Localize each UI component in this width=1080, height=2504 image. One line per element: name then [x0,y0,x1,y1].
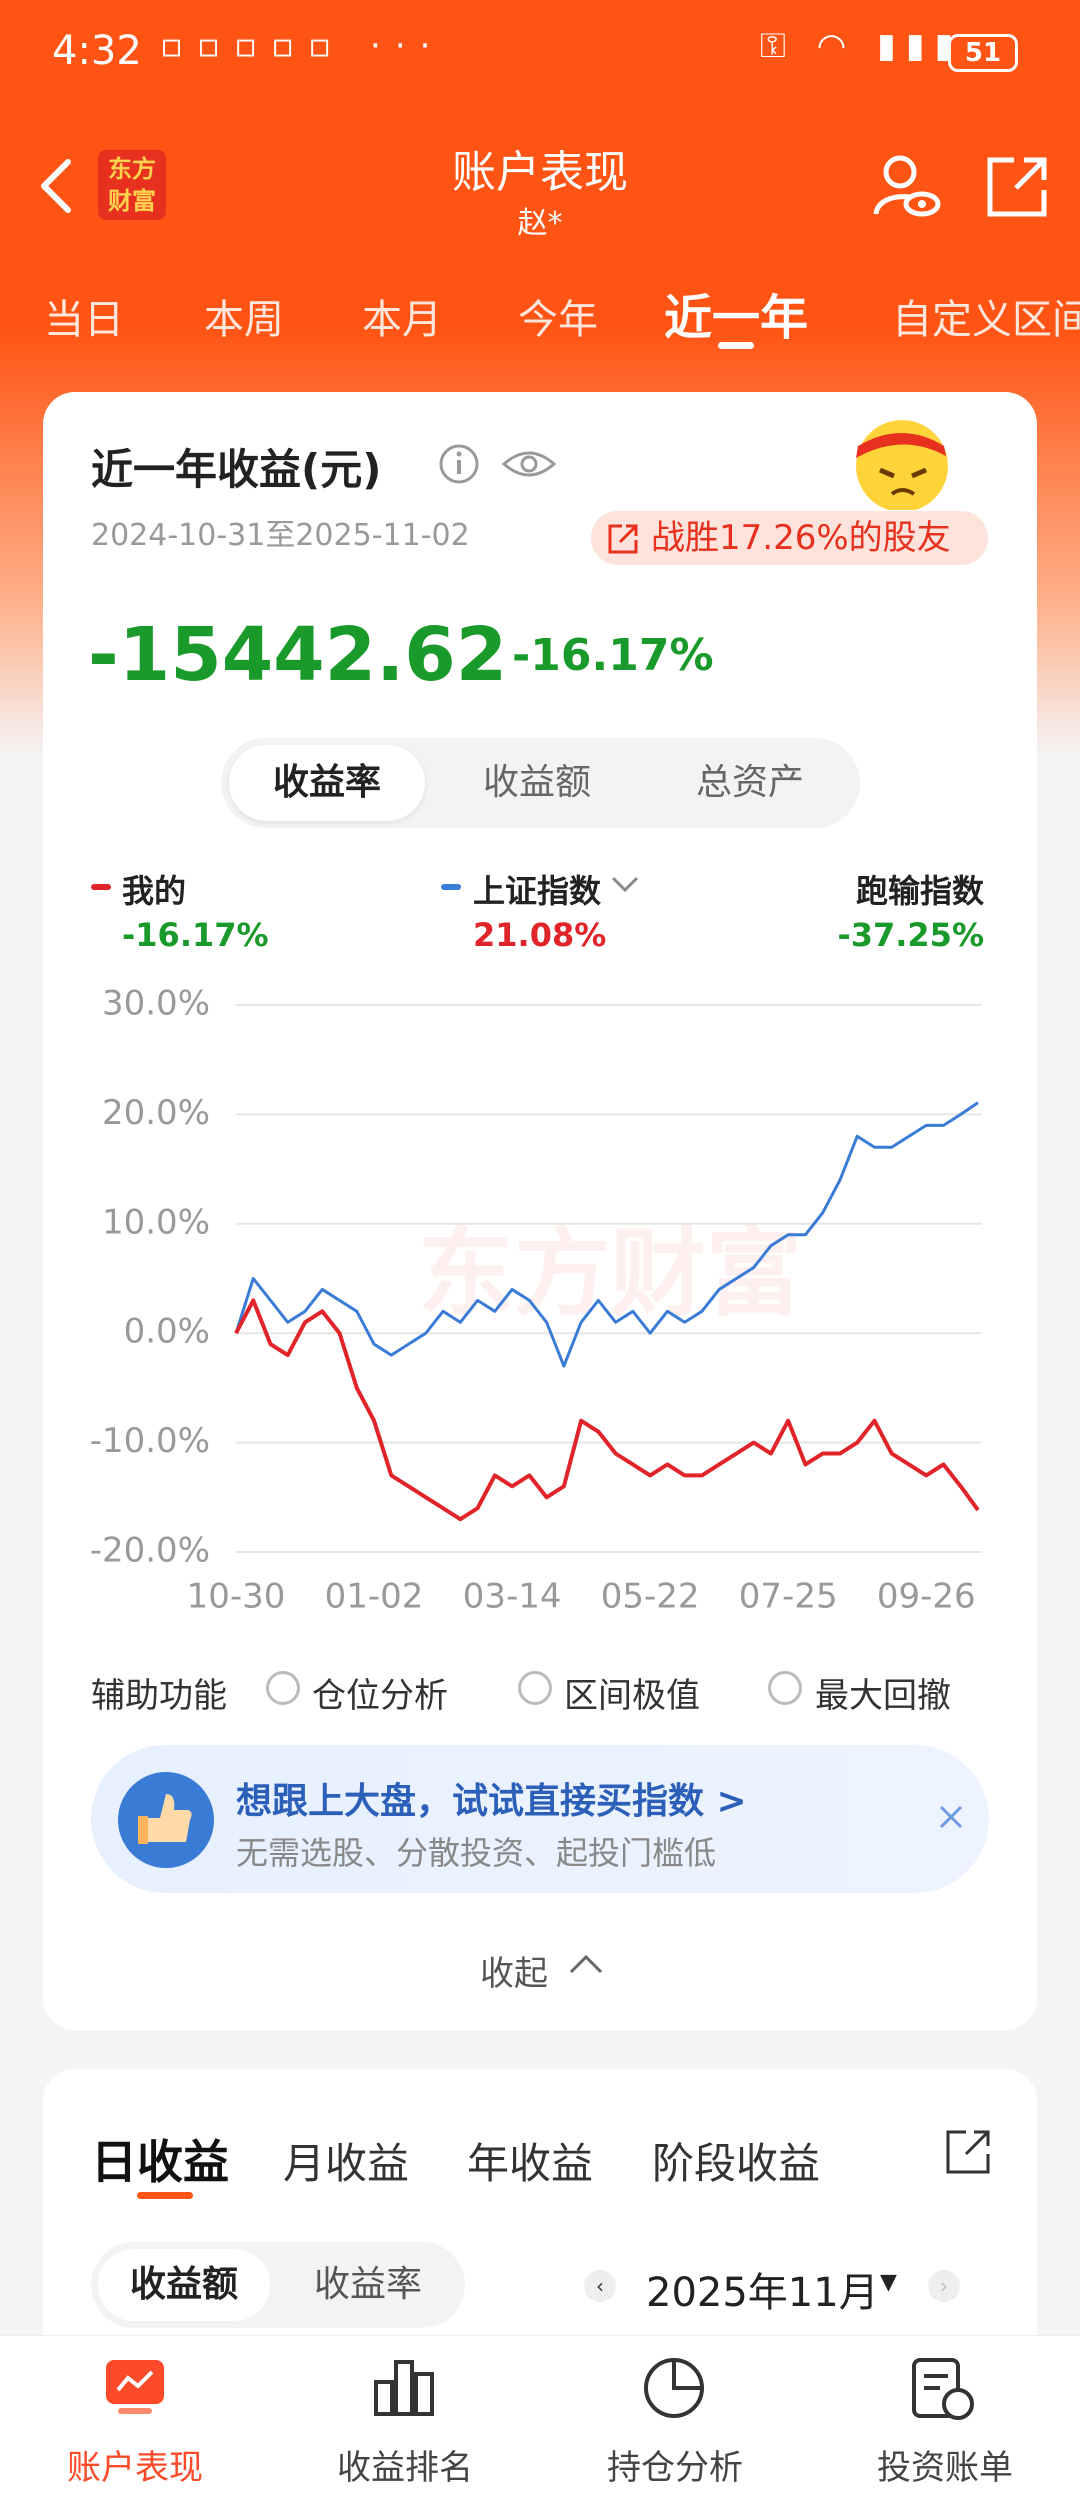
next-month[interactable]: › [928,2270,960,2302]
x-tick-label: 05-22 [601,1577,700,1617]
collapse-button[interactable]: 收起 [480,1954,548,1994]
tab-indicator [718,342,754,349]
legend-value: 21.08% [473,916,607,954]
battery: 51 [948,34,1018,72]
badge[interactable]: 战胜17.26%的股友 [591,511,988,565]
period-tab[interactable]: 本周 [204,297,284,343]
metric-selected [229,745,425,821]
tools-label: 辅助功能 [91,1676,227,1716]
y-tick-label: 0.0% [124,1312,210,1352]
user-icon[interactable] [872,152,942,222]
series-line [234,1298,980,1522]
x-tick-label: 09-26 [877,1577,976,1617]
tab-indicator [137,2192,193,2199]
promo-icon [118,1772,214,1868]
page-title: 账户表现 [452,147,628,198]
dropdown-icon[interactable] [610,874,640,896]
period-tab[interactable]: 本月 [362,297,442,343]
metric-tab[interactable]: 总资产 [695,762,804,803]
dropdown-icon[interactable]: ▼ [880,2270,897,2295]
bottom-nav [0,2336,1080,2504]
legend-value: -37.25% [837,916,984,954]
toggle-option[interactable]: 收益率 [313,2264,422,2305]
y-tick-label: -10.0% [90,1421,210,1461]
nav-icon[interactable] [910,2356,976,2422]
nav-icon[interactable] [104,2358,166,2416]
y-tick-label: -20.0% [90,1531,210,1571]
x-tick-label: 03-14 [463,1577,562,1617]
prev-month[interactable]: ‹ [584,2270,616,2302]
toggle-option[interactable]: 收益额 [98,2249,270,2321]
nav-label[interactable]: 账户表现 [67,2448,203,2488]
chart: 东方财富 -20.0% -10.0% 0.0% 10.0% 20.0% 30.0% 10-3… [90,984,982,1617]
logo-text: 财富 [108,187,156,215]
nav-label[interactable]: 投资账单 [877,2448,1013,2488]
share-icon[interactable] [984,154,1050,220]
status-icons-right: ⚿ ◠ ▮▮▮ [760,26,964,66]
info-icons[interactable] [438,442,558,486]
nav-icon[interactable] [642,2356,706,2420]
legend-label[interactable]: 上证指数 [473,872,602,910]
earnings-tab[interactable]: 日收益 [91,2135,229,2189]
logo: 东方 财富 [98,150,166,220]
tool-option[interactable]: 仓位分析 [312,1676,448,1716]
share-icon[interactable] [944,2128,992,2176]
status-icons: ▫▫▫▫▫ ··· [160,26,445,66]
return-rate: -16.17% [512,630,714,681]
y-tick-label: 10.0% [102,1202,210,1242]
radio[interactable] [266,1671,300,1705]
period-tab[interactable]: 今年 [518,297,598,343]
radio[interactable] [518,1671,552,1705]
nav-label[interactable]: 持仓分析 [607,2448,743,2488]
page-subtitle: 赵* [517,206,563,241]
date-range: 2024-10-31至2025-11-02 [91,518,470,553]
profit-amount: -15442.62 [88,612,508,698]
x-tick-label: 01-02 [325,1577,424,1617]
period-tab[interactable]: 当日 [44,297,124,343]
legend-swatch [91,884,111,890]
status-time: 4:32 [52,28,142,74]
promo-banner[interactable] [91,1745,989,1893]
x-tick-label: 10-30 [187,1577,286,1617]
tool-option[interactable]: 最大回撤 [815,1676,951,1716]
legend-swatch [441,884,461,890]
back-button[interactable] [36,156,76,216]
promo-title: 想跟上大盘，试试直接买指数 > [236,1781,747,1822]
legend-label: 跑输指数 [855,872,984,910]
radio[interactable] [768,1671,802,1705]
legend-label: 我的 [122,872,187,910]
earnings-tab[interactable]: 年收益 [467,2139,594,2188]
y-tick-label: 30.0% [102,984,210,1024]
month-picker[interactable]: 2025年11月 [646,2270,879,2316]
emoji-mascot [856,420,948,510]
summary-title: 近一年收益(元) [91,445,382,494]
earnings-tab[interactable]: 阶段收益 [652,2139,821,2188]
y-tick-label: 20.0% [102,1093,210,1133]
badge-icon [608,524,638,554]
tool-option[interactable]: 区间极值 [564,1676,700,1716]
close-icon[interactable] [938,1804,964,1830]
series-line [234,1101,979,1368]
period-tab[interactable]: 自定义区间 [892,297,1080,343]
watermark: 东方财富 [418,1217,802,1329]
collapse-icon[interactable] [568,1952,604,1976]
logo-text: 东方 [108,155,156,183]
promo-subtitle: 无需选股、分散投资、起投门槛低 [236,1834,717,1872]
x-tick-label: 07-25 [739,1577,838,1617]
metric-tab[interactable]: 收益额 [482,762,591,803]
metric-tab[interactable]: 收益率 [272,762,381,803]
period-tab[interactable]: 近一年 [664,290,809,346]
legend-value: -16.17% [122,916,269,954]
nav-icon[interactable] [372,2358,438,2418]
earnings-tab[interactable]: 月收益 [283,2139,410,2188]
nav-label[interactable]: 收益排名 [337,2448,473,2488]
